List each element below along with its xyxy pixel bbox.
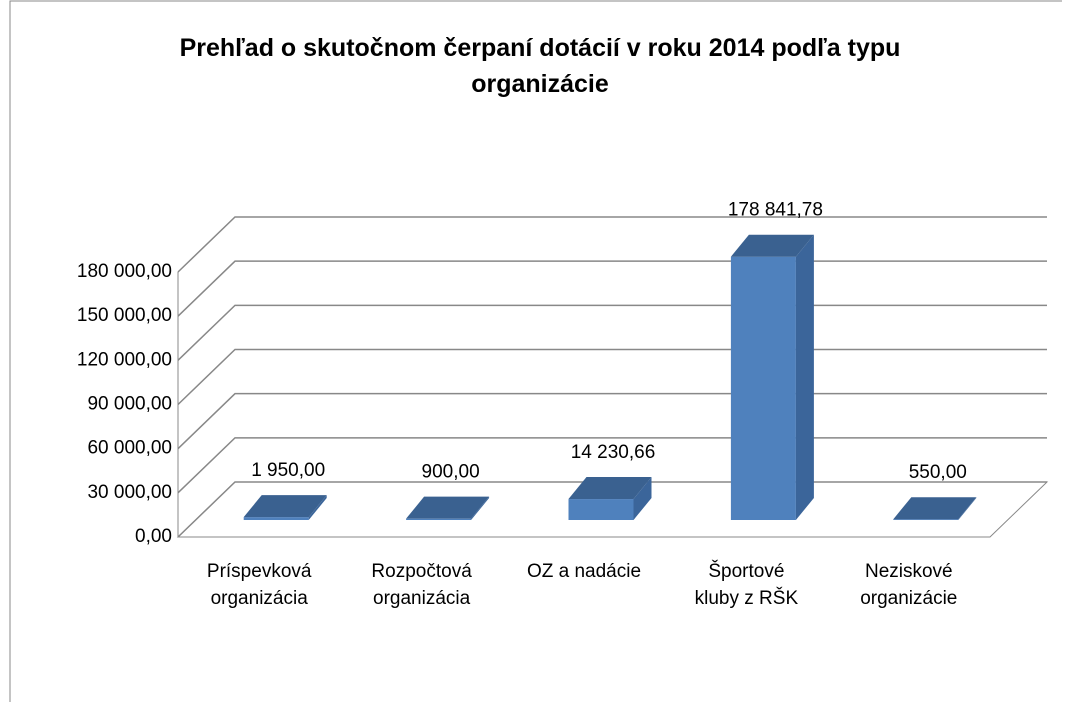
x-tick-label: Rozpočtová organizácia — [371, 561, 472, 609]
data-label: 550,00 — [909, 462, 967, 483]
data-label: 1 950,00 — [251, 460, 325, 481]
y-tick-label: 60 000,00 — [87, 438, 172, 459]
grid-line — [177, 348, 1047, 406]
bar-top — [568, 477, 652, 500]
x-tick-label: Neziskové organizácie — [860, 561, 958, 609]
y-tick-label: 30 000,00 — [87, 482, 172, 503]
x-tick-label: Športové kluby z RŠK — [694, 561, 799, 609]
y-tick-label: 120 000,00 — [77, 349, 172, 370]
grid-line — [177, 304, 1047, 361]
bar — [893, 519, 959, 520]
x-tick-label: Príspevková organizácia — [206, 561, 312, 609]
data-label: 14 230,66 — [571, 442, 656, 463]
grid-line — [177, 216, 1047, 273]
bar-side — [308, 495, 327, 520]
y-tick-label: 0,00 — [135, 526, 172, 547]
bar — [243, 517, 309, 520]
bar-top — [730, 234, 814, 257]
bar — [730, 256, 796, 520]
y-tick-label: 150 000,00 — [77, 305, 172, 326]
bar-side — [471, 496, 490, 520]
bar-top — [893, 497, 977, 520]
bar — [406, 518, 472, 520]
bar-side — [958, 497, 977, 520]
bar-side — [795, 234, 814, 521]
y-tick-label: 180 000,00 — [77, 261, 172, 282]
x-tick-label: OZ a nadácie — [526, 561, 642, 582]
data-label: 900,00 — [422, 462, 480, 483]
chart-border — [9, 0, 1062, 702]
y-tick-label: 90 000,00 — [87, 394, 172, 415]
bar-side — [633, 477, 652, 520]
data-label: 178 841,78 — [728, 200, 823, 221]
grid-line — [177, 392, 1047, 450]
bar — [568, 499, 634, 520]
chart-title: Prehľad o skutočnom čerpaní dotácií v ro… — [179, 34, 901, 98]
bar-top — [406, 496, 490, 519]
bar-top — [243, 495, 327, 518]
grid-line — [177, 260, 1047, 317]
